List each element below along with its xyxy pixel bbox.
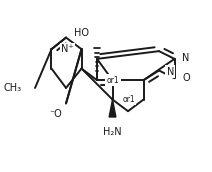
Text: N: N — [182, 53, 190, 63]
Text: or1: or1 — [122, 95, 135, 104]
Text: ⁻O: ⁻O — [49, 109, 62, 119]
Polygon shape — [109, 100, 116, 117]
Text: N⁺: N⁺ — [61, 44, 74, 54]
Text: H₂N: H₂N — [103, 127, 122, 137]
Text: CH₃: CH₃ — [3, 83, 21, 93]
Text: or1: or1 — [107, 76, 119, 85]
Text: HO: HO — [74, 28, 89, 37]
Text: N: N — [167, 67, 174, 77]
Text: O: O — [182, 73, 190, 83]
